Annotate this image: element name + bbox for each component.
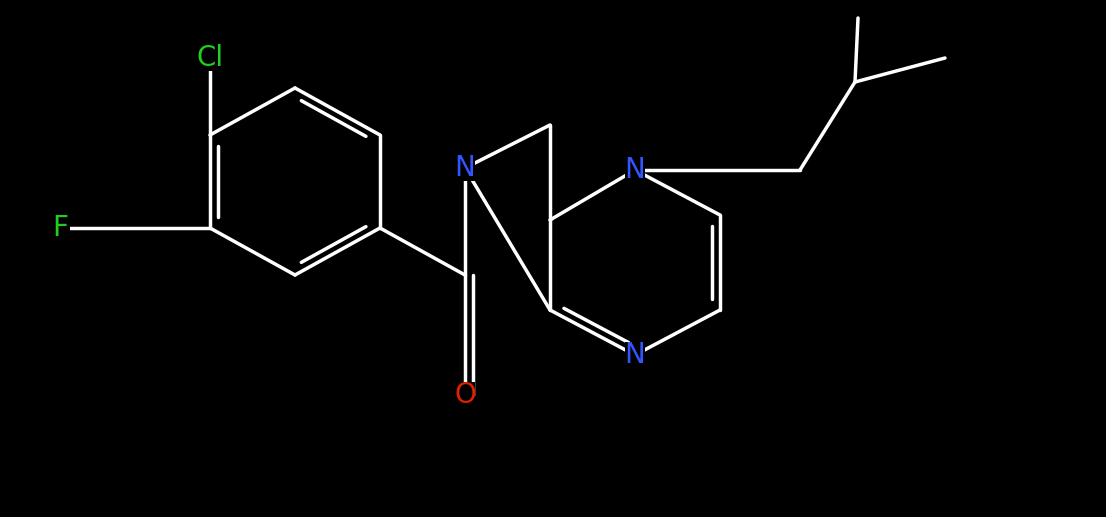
Bar	[625, 342, 645, 368]
Bar	[455, 155, 476, 181]
Text: O: O	[455, 381, 476, 409]
Text: Cl: Cl	[197, 44, 223, 72]
Bar	[455, 382, 476, 408]
Bar	[194, 45, 227, 71]
Text: N: N	[455, 154, 476, 182]
Text: N: N	[625, 341, 646, 369]
Bar	[50, 215, 70, 241]
Text: F: F	[52, 214, 67, 242]
Bar	[625, 157, 645, 183]
Text: N: N	[625, 156, 646, 184]
